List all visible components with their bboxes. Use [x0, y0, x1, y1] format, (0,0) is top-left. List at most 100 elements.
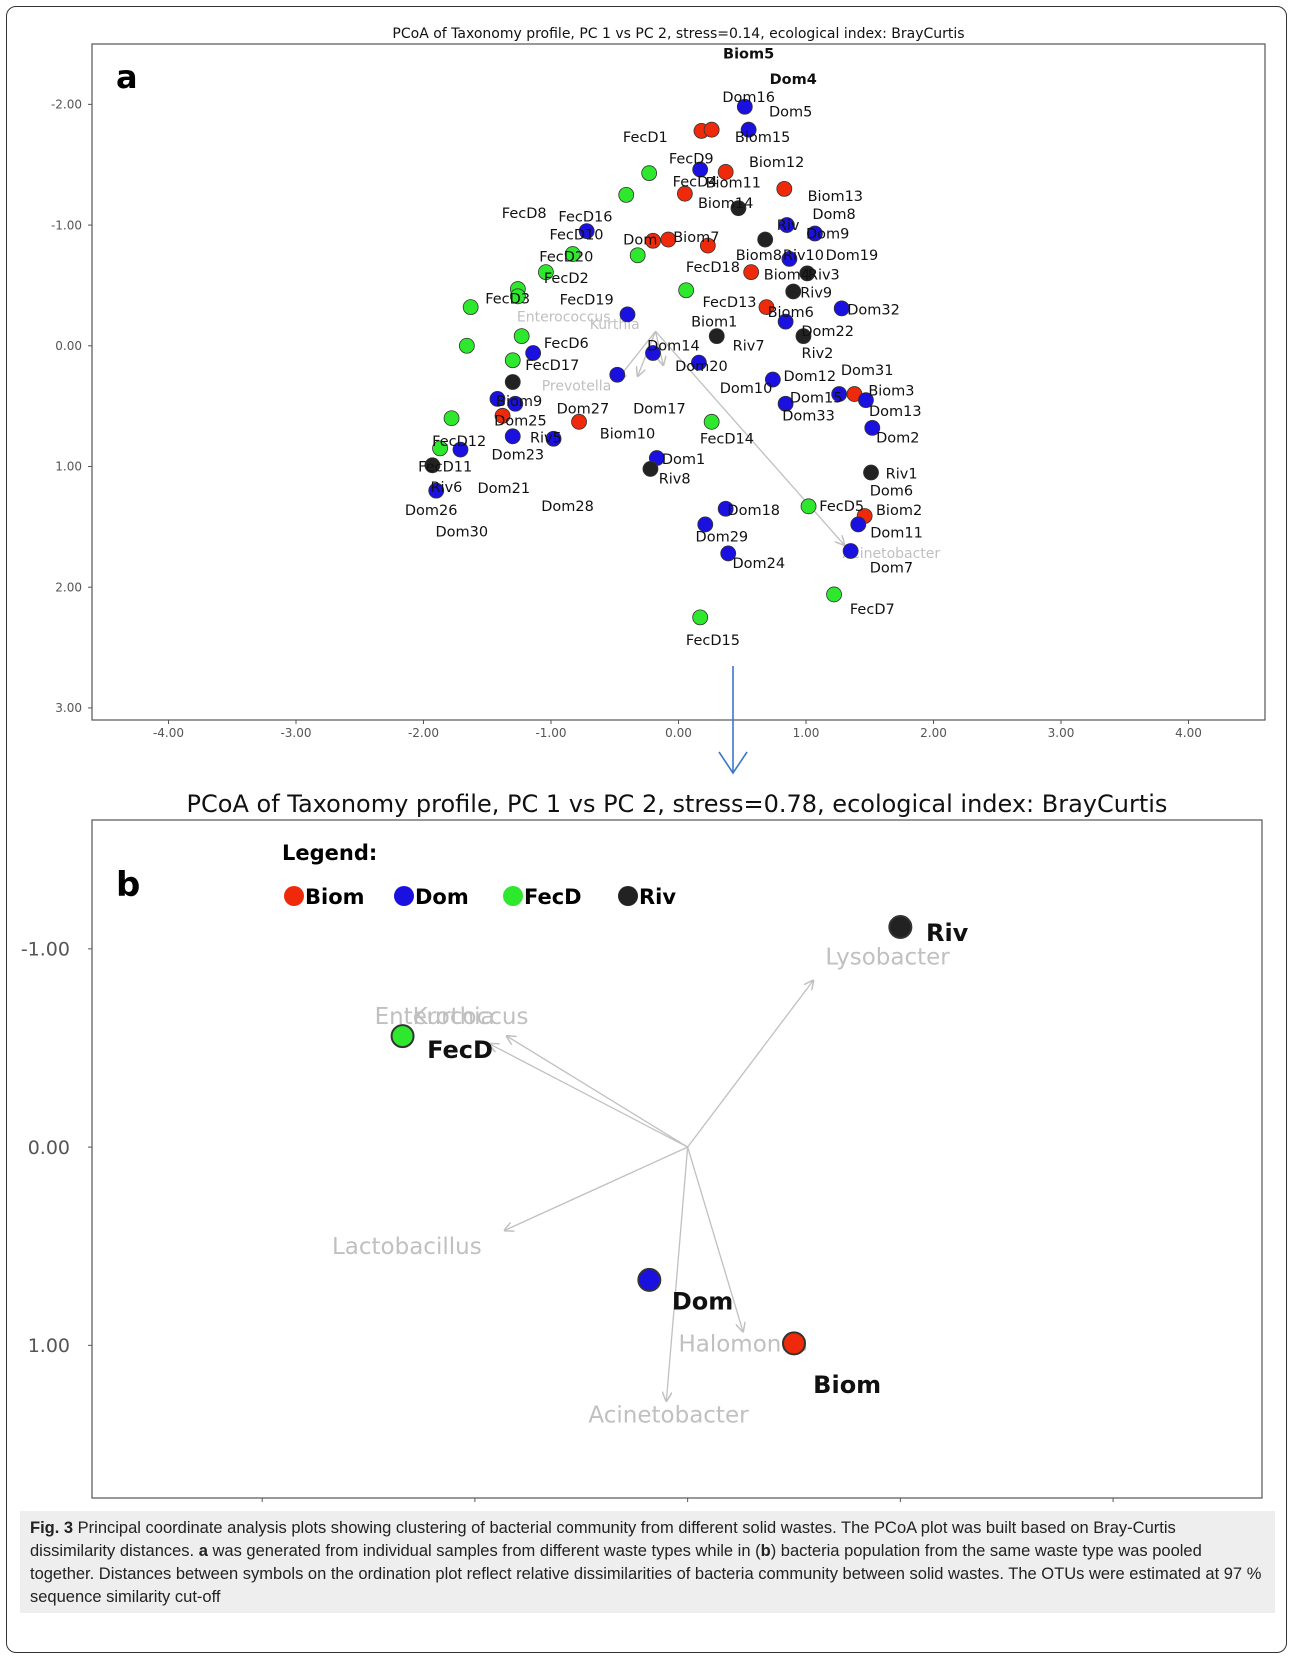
data-point-dom	[736, 98, 753, 115]
loading-vector	[687, 981, 814, 1148]
data-point-biom	[571, 413, 587, 430]
plot-area	[91, 43, 1266, 721]
panel-letter: a	[116, 58, 138, 96]
caption-text-run: ) bacteria population from the same wast…	[30, 1542, 1262, 1606]
data-point-riv	[708, 328, 725, 345]
data-point-riv	[642, 461, 659, 477]
chart-title: PCoA of Taxonomy profile, PC 1 vs PC 2, …	[187, 790, 1168, 818]
point-label: FecD8	[502, 206, 547, 222]
group-label: Riv	[926, 919, 969, 947]
group-label: FecD	[427, 1036, 493, 1064]
x-tick-label: -1.00	[535, 726, 566, 740]
point-label: Riv6	[430, 480, 462, 496]
point-label: Dom30	[435, 525, 488, 541]
point-label: Dom22	[801, 324, 854, 340]
data-point-biom	[782, 1331, 806, 1356]
y-tick-label: 1.00	[55, 460, 82, 474]
data-point-biom	[676, 185, 693, 202]
data-point-riv	[730, 200, 747, 217]
point-label: Dom25	[494, 413, 547, 429]
x-tick-label: -4.00	[153, 726, 184, 740]
group-label: Biom	[813, 1371, 881, 1399]
vector-label: Lactobacillus	[332, 1234, 482, 1260]
data-point-fecd	[509, 288, 526, 305]
loading-vector	[687, 1146, 743, 1331]
data-point-dom	[578, 223, 595, 240]
point-label: FecD10	[549, 228, 603, 244]
point-label: FecD16	[558, 209, 612, 225]
data-point-biom	[776, 180, 793, 197]
x-tick-label: 4.00	[1175, 726, 1202, 740]
data-point-biom	[703, 121, 720, 138]
caption-panel-ref: b	[760, 1542, 771, 1560]
point-label: FecD4	[673, 174, 718, 190]
point-label: Dom23	[492, 447, 545, 463]
data-point-dom	[777, 395, 794, 412]
point-label: Dom31	[841, 363, 894, 379]
point-label: Dom28	[541, 499, 594, 515]
loading-vector	[654, 331, 664, 365]
data-point-dom	[609, 366, 626, 383]
loading-vector	[666, 1147, 689, 1401]
point-label: Dom2	[876, 430, 919, 446]
legend-title: Legend:	[282, 841, 377, 865]
y-tick-label: 2.00	[55, 580, 82, 594]
vector-label: Acinetobacter	[843, 546, 941, 562]
data-point-biom	[699, 237, 716, 254]
point-label: Biom1	[691, 314, 737, 330]
data-point-fecd	[432, 440, 448, 457]
point-label: Biom10	[600, 427, 655, 443]
data-point-dom	[452, 441, 469, 458]
data-point-fecd	[800, 498, 817, 515]
data-point-fecd	[513, 328, 530, 345]
y-tick-label: 0.00	[55, 339, 82, 353]
chart-title: PCoA of Taxonomy profile, PC 1 vs PC 2, …	[392, 26, 964, 42]
point-label: FecD1	[623, 130, 668, 146]
y-tick-label: -1.00	[51, 218, 82, 232]
point-label: Riv3	[808, 267, 840, 283]
point-label: Riv7	[733, 339, 765, 355]
data-point-dom	[858, 392, 874, 409]
point-label: Biom7	[673, 230, 719, 246]
data-point-riv	[504, 374, 521, 390]
point-label: Riv10	[783, 248, 824, 264]
caption-text: Principal coordinate analysis plots show…	[30, 1519, 1261, 1606]
data-point-fecd	[678, 282, 695, 299]
data-point-riv	[888, 915, 913, 940]
point-label: FecD6	[544, 336, 589, 352]
data-point-dom	[778, 217, 795, 233]
figure-frame	[6, 6, 1287, 1653]
data-point-riv	[863, 464, 879, 481]
point-label: Dom16	[722, 90, 775, 106]
caption-label: Fig. 3	[30, 1519, 74, 1537]
vector-label: Acinetobacter	[588, 1403, 749, 1429]
point-label: Dom10	[720, 381, 773, 397]
data-point-dom	[504, 428, 521, 445]
loading-vector	[505, 1146, 688, 1230]
data-point-dom	[717, 500, 734, 517]
data-point-fecd	[618, 186, 635, 203]
legend-entry: Biom	[305, 885, 365, 909]
data-point-riv	[757, 231, 774, 248]
point-label: Riv2	[802, 346, 834, 362]
y-tick-label: 0.00	[28, 1137, 70, 1159]
panel-b: PCoA of Taxonomy profile, PC 1 vs PC 2, …	[21, 790, 1263, 1531]
data-point-biom	[494, 407, 511, 424]
point-label: Biom15	[735, 130, 790, 146]
data-point-dom	[645, 345, 661, 361]
point-label: Dom9	[806, 226, 849, 242]
data-point-riv	[424, 457, 441, 474]
data-point-dom	[697, 516, 714, 533]
loading-vector	[507, 1036, 688, 1148]
point-label: Dom27	[557, 401, 610, 417]
point-label: FecD5	[819, 499, 864, 515]
point-label: Dom	[623, 232, 657, 248]
x-tick-label: -2.00	[408, 726, 439, 740]
legend-swatch-riv	[618, 886, 638, 906]
data-point-dom	[842, 543, 859, 559]
data-point-fecd	[629, 247, 646, 264]
point-label: Dom33	[782, 409, 835, 425]
point-label: FecD17	[525, 358, 579, 374]
data-point-riv	[799, 265, 816, 282]
